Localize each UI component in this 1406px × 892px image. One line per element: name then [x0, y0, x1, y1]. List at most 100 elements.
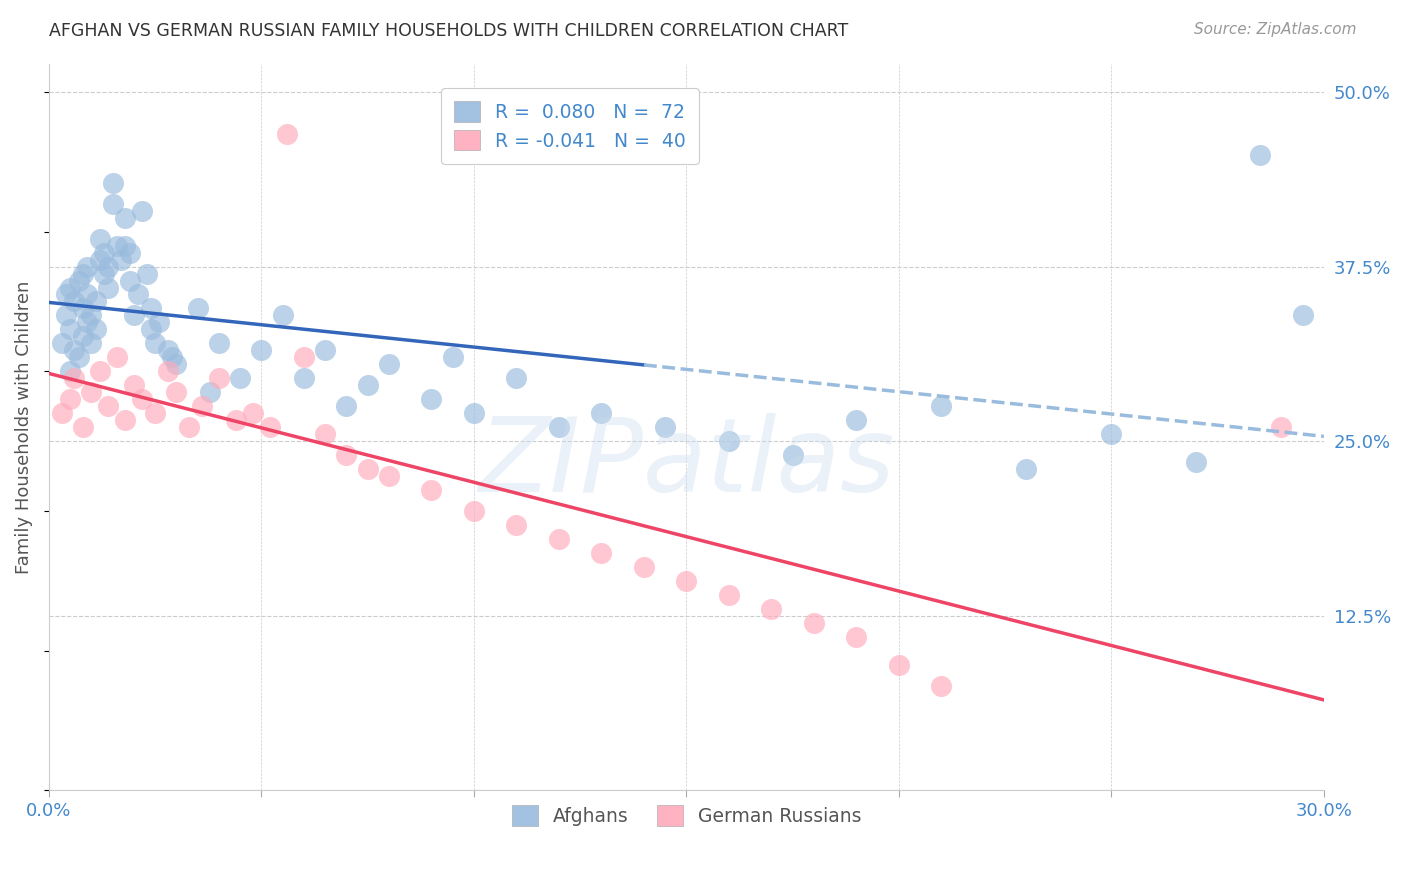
- Point: [1015, 462, 1038, 476]
- Point: [76, 287, 98, 301]
- Point: [122, 309, 145, 323]
- Point: [80, 309, 103, 323]
- Point: [292, 371, 315, 385]
- Point: [105, 351, 128, 365]
- Point: [72, 329, 94, 343]
- Point: [166, 385, 188, 400]
- Point: [55, 287, 77, 301]
- Point: [135, 267, 157, 281]
- Point: [156, 364, 179, 378]
- Point: [463, 504, 485, 518]
- Point: [55, 309, 77, 323]
- Point: [191, 399, 214, 413]
- Point: [148, 315, 170, 329]
- Point: [1291, 309, 1313, 323]
- Point: [378, 357, 401, 371]
- Point: [1185, 455, 1208, 469]
- Y-axis label: Family Households with Children: Family Households with Children: [15, 280, 32, 574]
- Point: [63, 294, 86, 309]
- Point: [101, 176, 124, 190]
- Point: [357, 378, 380, 392]
- Point: [63, 343, 86, 358]
- Point: [548, 420, 571, 434]
- Point: [654, 420, 676, 434]
- Point: [131, 392, 153, 407]
- Point: [143, 406, 166, 420]
- Point: [160, 351, 183, 365]
- Point: [118, 273, 141, 287]
- Point: [59, 280, 82, 294]
- Point: [84, 294, 107, 309]
- Text: ZIPatlas: ZIPatlas: [478, 414, 894, 514]
- Point: [93, 267, 115, 281]
- Point: [591, 406, 613, 420]
- Point: [166, 357, 188, 371]
- Point: [378, 469, 401, 483]
- Point: [259, 420, 281, 434]
- Point: [717, 434, 740, 449]
- Point: [114, 238, 136, 252]
- Point: [63, 371, 86, 385]
- Point: [782, 448, 804, 462]
- Point: [1270, 420, 1292, 434]
- Point: [59, 322, 82, 336]
- Point: [72, 301, 94, 316]
- Point: [156, 343, 179, 358]
- Point: [761, 601, 783, 615]
- Point: [59, 392, 82, 407]
- Point: [122, 378, 145, 392]
- Point: [97, 260, 120, 274]
- Point: [250, 343, 273, 358]
- Point: [420, 483, 443, 497]
- Point: [271, 309, 294, 323]
- Point: [80, 385, 103, 400]
- Point: [200, 385, 222, 400]
- Point: [89, 252, 111, 267]
- Point: [67, 273, 90, 287]
- Point: [357, 462, 380, 476]
- Point: [139, 322, 162, 336]
- Point: [463, 406, 485, 420]
- Point: [633, 559, 655, 574]
- Point: [139, 301, 162, 316]
- Point: [505, 517, 527, 532]
- Point: [93, 245, 115, 260]
- Point: [80, 336, 103, 351]
- Point: [89, 232, 111, 246]
- Legend: Afghans, German Russians: Afghans, German Russians: [502, 796, 870, 835]
- Point: [143, 336, 166, 351]
- Point: [314, 343, 336, 358]
- Point: [187, 301, 209, 316]
- Point: [931, 399, 953, 413]
- Point: [1249, 148, 1271, 162]
- Point: [127, 287, 149, 301]
- Point: [441, 351, 464, 365]
- Point: [845, 413, 868, 427]
- Point: [105, 238, 128, 252]
- Point: [229, 371, 252, 385]
- Point: [335, 399, 357, 413]
- Point: [110, 252, 132, 267]
- Point: [97, 280, 120, 294]
- Point: [420, 392, 443, 407]
- Point: [314, 427, 336, 442]
- Text: AFGHAN VS GERMAN RUSSIAN FAMILY HOUSEHOLDS WITH CHILDREN CORRELATION CHART: AFGHAN VS GERMAN RUSSIAN FAMILY HOUSEHOL…: [49, 22, 848, 40]
- Point: [335, 448, 357, 462]
- Point: [76, 315, 98, 329]
- Point: [114, 413, 136, 427]
- Text: Source: ZipAtlas.com: Source: ZipAtlas.com: [1194, 22, 1357, 37]
- Point: [51, 336, 73, 351]
- Point: [76, 260, 98, 274]
- Point: [887, 657, 910, 672]
- Point: [208, 336, 231, 351]
- Point: [114, 211, 136, 225]
- Point: [591, 546, 613, 560]
- Point: [276, 127, 298, 141]
- Point: [803, 615, 825, 630]
- Point: [208, 371, 231, 385]
- Point: [242, 406, 264, 420]
- Point: [931, 679, 953, 693]
- Point: [72, 267, 94, 281]
- Point: [225, 413, 247, 427]
- Point: [1099, 427, 1122, 442]
